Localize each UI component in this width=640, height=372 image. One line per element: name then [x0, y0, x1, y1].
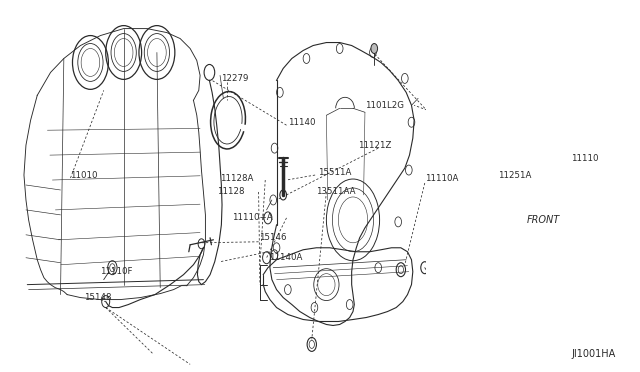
Text: 11140: 11140: [288, 118, 316, 127]
Text: 15511A: 15511A: [319, 167, 352, 177]
Text: 11128A: 11128A: [220, 173, 253, 183]
Text: 11251A: 11251A: [498, 170, 531, 180]
Text: 1101L2G: 1101L2G: [365, 101, 404, 110]
Text: FRONT: FRONT: [527, 215, 561, 225]
Text: 12279: 12279: [221, 74, 249, 83]
Text: 11110F: 11110F: [100, 267, 133, 276]
Text: 11140A: 11140A: [269, 253, 302, 262]
Text: 13511AA: 13511AA: [316, 187, 356, 196]
Text: 11121Z: 11121Z: [358, 141, 392, 150]
Text: 11110+A: 11110+A: [232, 214, 273, 222]
Text: 15148: 15148: [84, 293, 112, 302]
Text: 15146: 15146: [259, 233, 286, 242]
Text: 11110A: 11110A: [425, 173, 458, 183]
Text: 11010: 11010: [70, 170, 98, 180]
Circle shape: [371, 44, 378, 54]
Text: 11110: 11110: [571, 154, 598, 163]
Text: JI1001HA: JI1001HA: [571, 349, 615, 359]
Text: 11128: 11128: [217, 187, 244, 196]
